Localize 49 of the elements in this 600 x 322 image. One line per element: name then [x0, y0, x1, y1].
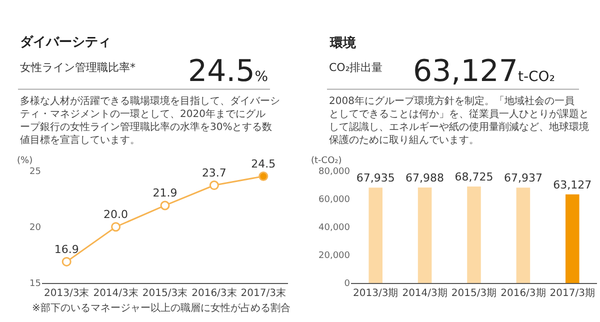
x-tick-label: 2016/3期: [500, 287, 546, 300]
data-label: 67,935: [356, 172, 395, 185]
data-label: 67,988: [406, 172, 444, 185]
x-tick-label: 2017/3末: [240, 287, 286, 300]
point: [111, 222, 121, 232]
text: 多様な人材が活躍できる職場環境を目指して、ダイバーシティ・マネジメントの一環として、2020年までにグループ銀行の女性ライン管理職比率の水準を30%とする数値目標を宣言しています。: [20, 95, 280, 146]
text: 24.5%: [188, 54, 268, 89]
y-axis-title: (%): [17, 156, 33, 166]
y-axis-title: (t-CO₂): [311, 156, 342, 166]
x-tick-label: 2013/3末: [44, 287, 90, 300]
data-label: 24.5: [251, 158, 276, 171]
x-tick-label: 2014/3期: [402, 287, 448, 300]
y-tick-label: 25: [30, 166, 41, 177]
text: 2008年にグループ環境方針を制定。「地域社会の一員としてできることは何か」を、従業員一人ひとりが課題として認識し、エネルギーや紙の使用量削減など、地球環境保護のために取り組んでいます。: [329, 95, 589, 146]
bar: [566, 194, 580, 284]
data-label: 67,937: [504, 172, 542, 185]
bar: [368, 188, 382, 284]
data-label: 21.9: [152, 186, 178, 200]
bar: [418, 188, 432, 284]
chart-subtitle: CO₂排出量: [329, 61, 383, 74]
point: [62, 256, 72, 266]
y-tick-label: 80,000: [318, 166, 350, 177]
data-label: 68,725: [454, 170, 494, 184]
x-tick-label: 2015/3期: [451, 287, 497, 300]
y-tick-label: 20: [30, 223, 42, 234]
text: ※部下のいるマネージャー以上の職層に女性が占める割合: [32, 302, 290, 314]
x-tick-label: 2013/3期: [353, 287, 398, 300]
x-tick-label: 2017/3期: [550, 287, 595, 300]
data-label: 20.0: [104, 208, 128, 222]
point: [209, 180, 219, 190]
x-tick-label: 2015/3末: [142, 287, 188, 300]
data-label: 63,127: [553, 178, 592, 192]
x-tick-label: 2016/3末: [192, 287, 237, 300]
chart-subtitle: 女性ライン管理職比率*: [20, 61, 136, 74]
y-tick-label: 15: [30, 279, 41, 290]
x-tick-label: 2014/3末: [93, 287, 138, 300]
bar: [516, 188, 530, 284]
point: [258, 172, 268, 182]
y-tick-label: 0: [344, 279, 350, 290]
y-tick-label: 60,000: [318, 194, 350, 205]
data-label: 16.9: [54, 242, 79, 256]
bar: [467, 186, 481, 284]
text: 63,127t-CO₂: [413, 54, 555, 89]
chart-title: ダイバーシティ: [20, 35, 111, 50]
point: [160, 200, 170, 210]
chart-title: 環境: [329, 35, 357, 51]
y-tick-label: 40,000: [318, 223, 350, 234]
y-tick-label: 20,000: [318, 251, 350, 262]
data-label: 23.7: [202, 166, 226, 180]
